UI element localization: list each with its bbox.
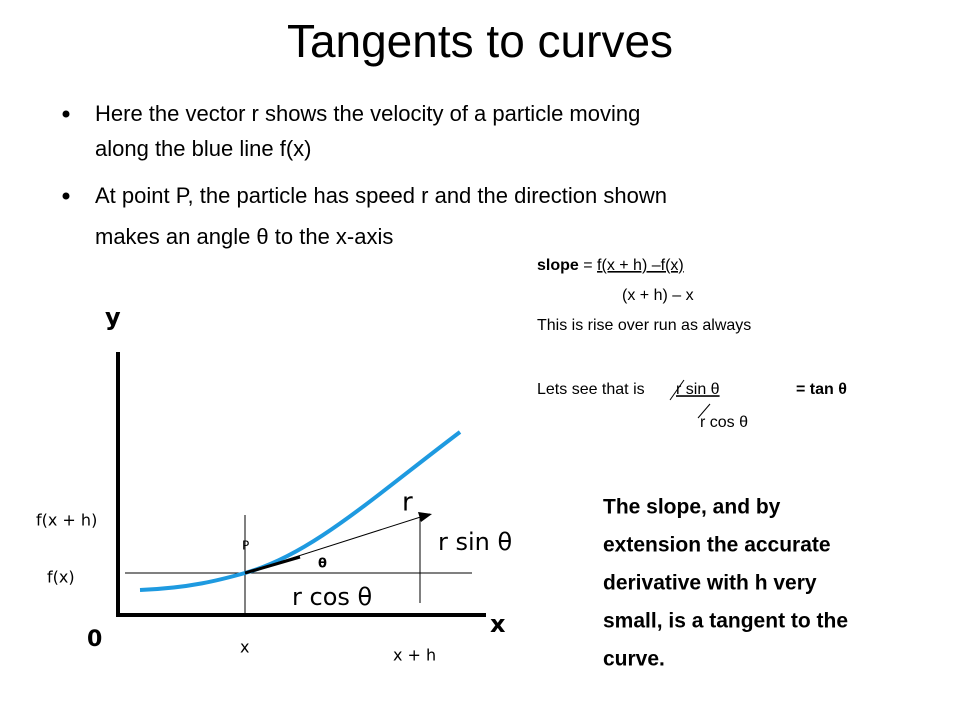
lets: Lets see that is [537, 381, 645, 398]
conclusion-line: extension the accurate [603, 534, 831, 557]
x-tick: x [240, 638, 249, 657]
bullet-line: At point P, the particle has speed r and… [95, 183, 667, 208]
bullet-line: along the blue line f(x) [95, 136, 311, 161]
vector-r [244, 513, 431, 574]
conclusion-line: derivative with h very [603, 572, 817, 595]
x-label: x [490, 610, 506, 638]
theta-label: θ [318, 557, 327, 572]
cancel-mark [669, 379, 685, 401]
note: This is rise over run as always [537, 317, 751, 334]
bullet-dot [62, 110, 70, 118]
conclusion-line: The slope, and by [603, 496, 781, 519]
numerator: f(x + h) –f(x) [597, 257, 684, 274]
conclusion-line: curve. [603, 648, 665, 671]
result: = tan θ [796, 381, 847, 398]
title: Tangents to curves [287, 15, 673, 67]
diagram: y x 0 f(x + h) f(x) x x + h P r r sin θ … [36, 303, 512, 665]
xh-tick: x + h [393, 646, 436, 665]
bullet-line: Here the vector r shows the velocity of … [95, 101, 640, 126]
arrow-head [418, 512, 432, 522]
rsin-label: r sin θ [438, 528, 512, 556]
fx-label: f(x) [47, 568, 75, 587]
bullet-dot [62, 192, 70, 200]
y-label: y [105, 303, 121, 331]
bullet-line: makes an angle θ to the x-axis [95, 224, 393, 249]
p-label: P [242, 539, 249, 553]
origin-label: 0 [87, 627, 102, 652]
fraction-bottom: r cos θ [700, 414, 748, 431]
r-label: r [402, 488, 413, 518]
cancel-mark [697, 403, 711, 419]
rcos-label: r cos θ [292, 583, 372, 611]
conclusion-line: small, is a tangent to the [603, 610, 848, 633]
formula: slope = f(x + h) –f(x) [537, 257, 684, 274]
equals: = [583, 257, 592, 274]
denominator: (x + h) – x [622, 287, 694, 304]
fxh-label: f(x + h) [36, 511, 97, 530]
slope-word: slope [537, 257, 579, 274]
fraction-top: r sin θ [676, 381, 720, 398]
